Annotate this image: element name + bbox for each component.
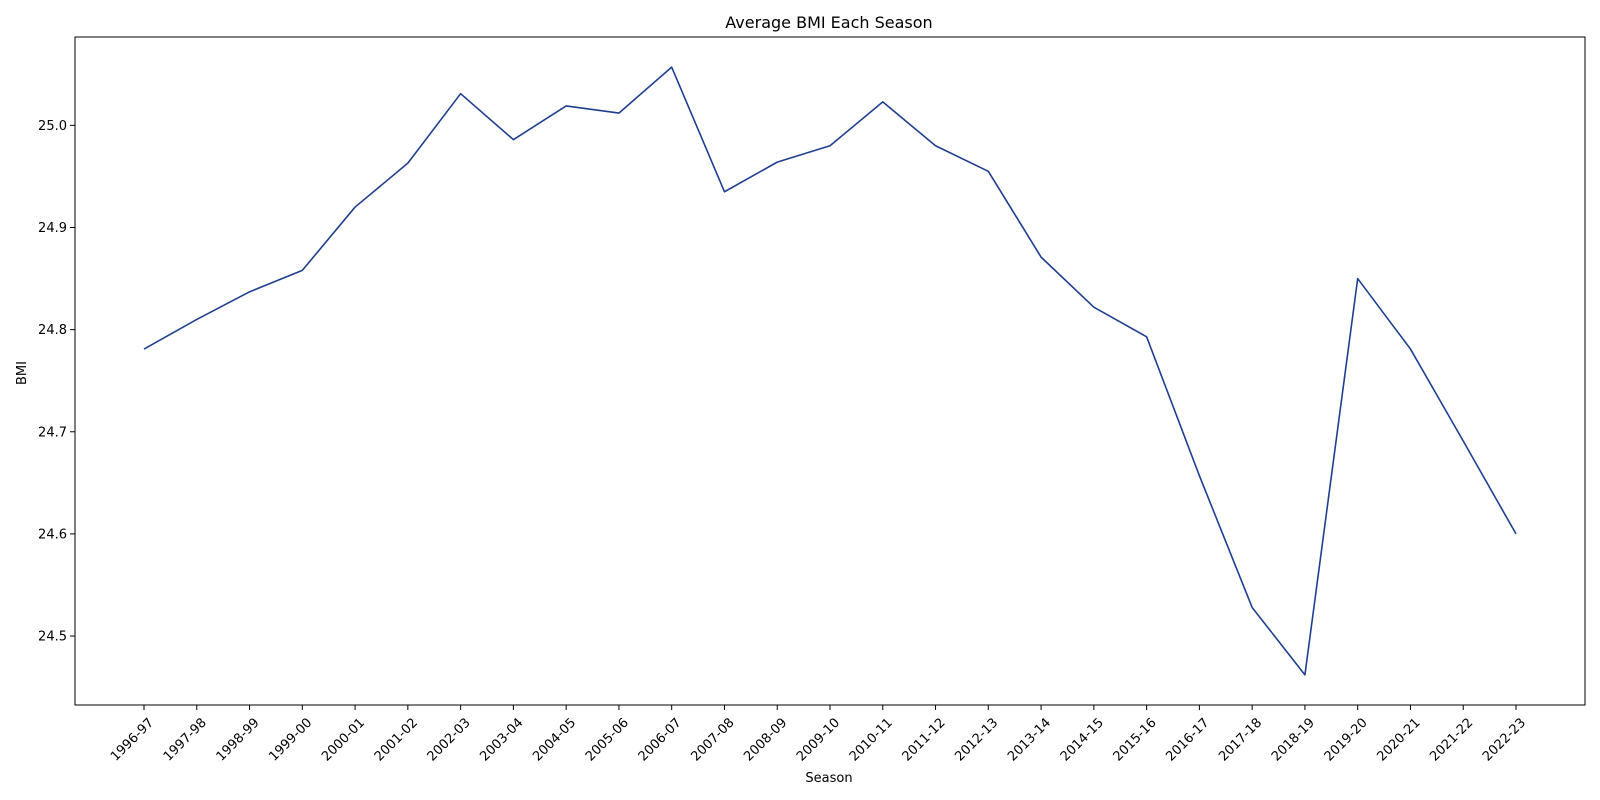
y-tick-label: 24.7 [38, 425, 67, 440]
x-tick-label: 2009-10 [794, 715, 843, 764]
x-tick-label: 2017-18 [1216, 715, 1265, 764]
chart-title: Average BMI Each Season [725, 13, 932, 32]
x-tick-label: 1999-00 [266, 715, 315, 764]
x-tick-label: 1998-99 [214, 715, 263, 764]
x-tick-label: 2015-16 [1111, 715, 1160, 764]
x-tick-label: 2018-19 [1269, 715, 1318, 764]
x-tick-label: 2000-01 [319, 715, 368, 764]
x-tick-label: 2004-05 [530, 715, 579, 764]
bmi-series-line [143, 66, 1517, 676]
x-tick-label: 2020-21 [1374, 715, 1423, 764]
x-tick-label: 2006-07 [636, 715, 685, 764]
x-tick-label: 2008-09 [741, 715, 790, 764]
y-tick-label: 24.6 [38, 527, 67, 542]
x-tick-label: 2013-14 [1005, 715, 1054, 764]
x-tick-label: 2019-20 [1322, 715, 1371, 764]
x-tick-label: 2002-03 [425, 715, 474, 764]
x-tick-label: 2016-17 [1163, 715, 1212, 764]
x-tick-label: 2005-06 [583, 715, 632, 764]
x-axis-title: Season [805, 771, 852, 786]
y-tick-label: 24.8 [38, 323, 67, 338]
x-tick-label: 2011-12 [900, 715, 949, 764]
x-tick-label: 2007-08 [688, 715, 737, 764]
y-axis-title: BMI [15, 361, 30, 385]
x-tick-label: 2003-04 [477, 715, 526, 764]
x-tick-label: 2022-23 [1480, 715, 1529, 764]
x-tick-label: 1997-98 [161, 715, 210, 764]
y-tick-label: 25.0 [38, 119, 67, 134]
x-tick-label: 1996-97 [108, 715, 157, 764]
x-tick-label: 2010-11 [847, 715, 896, 764]
y-tick-label: 24.5 [38, 630, 67, 645]
x-tick-label: 2014-15 [1058, 715, 1107, 764]
x-tick-label: 2012-13 [952, 715, 1001, 764]
plot-area-frame [74, 36, 1586, 706]
y-tick-label: 24.9 [38, 221, 67, 236]
x-tick-label: 2001-02 [372, 715, 421, 764]
x-tick-label: 2021-22 [1427, 715, 1476, 764]
